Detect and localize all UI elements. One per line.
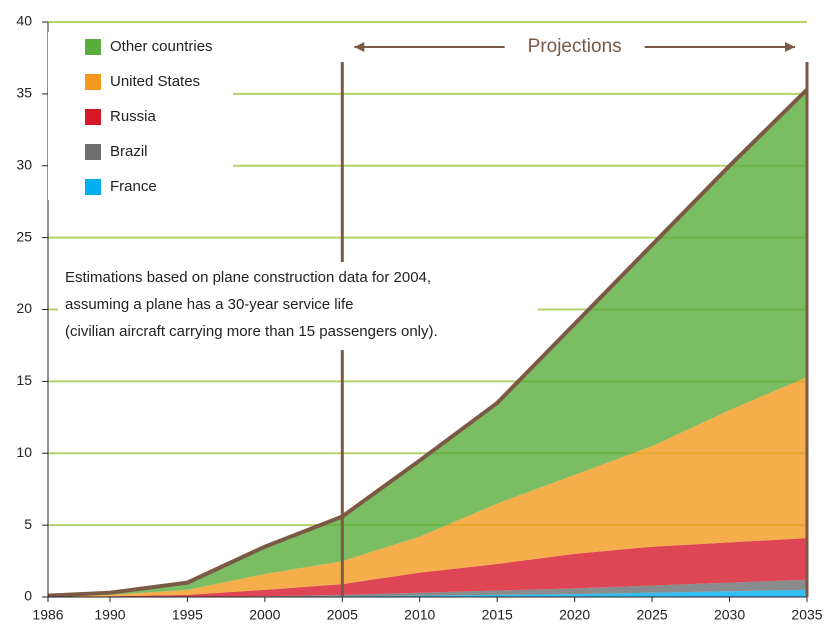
area [48,589,807,597]
y-tick-label: 30 [16,156,32,172]
x-tick-label: 2005 [327,607,358,623]
x-tick-label: 2035 [791,607,822,623]
y-tick-label: 15 [16,372,32,388]
legend-label: Other countries [110,38,213,55]
legend-label: France [110,178,157,195]
x-tick-label: 1986 [32,607,63,623]
legend-swatch [85,39,101,55]
y-tick-label: 40 [16,13,32,29]
y-tick-label: 25 [16,228,32,244]
legend-background [48,32,233,200]
x-tick-label: 2015 [482,607,513,623]
x-tick-label: 1995 [172,607,203,623]
x-tick-label: 2010 [404,607,435,623]
x-tick-label: 2000 [249,607,280,623]
note-line: Estimations based on plane construction … [65,269,431,286]
total-outline [47,88,809,598]
x-tick-label: 2025 [637,607,668,623]
y-tick-label: 0 [24,588,32,604]
projections-label: Projections [528,36,622,57]
legend-label: Russia [110,108,157,125]
y-tick-label: 35 [16,85,32,101]
arrowhead [785,42,795,52]
area [48,377,807,597]
legend-swatch [85,74,101,90]
legend-swatch [85,109,101,125]
legend-label: Brazil [110,143,148,160]
x-tick-label: 2020 [559,607,590,623]
y-tick-label: 20 [16,300,32,316]
y-tick-label: 5 [24,516,32,532]
legend-swatch [85,179,101,195]
x-tick-label: 2030 [714,607,745,623]
area [48,538,807,597]
y-tick-label: 10 [16,444,32,460]
area [48,89,807,597]
note-line: assuming a plane has a 30-year service l… [65,296,354,313]
note-line: (civilian aircraft carrying more than 15… [65,323,438,340]
legend-swatch [85,144,101,160]
area [48,579,807,597]
arrowhead [354,42,365,52]
note-background [58,262,538,350]
legend-label: United States [110,73,200,90]
x-tick-label: 1990 [94,607,125,623]
